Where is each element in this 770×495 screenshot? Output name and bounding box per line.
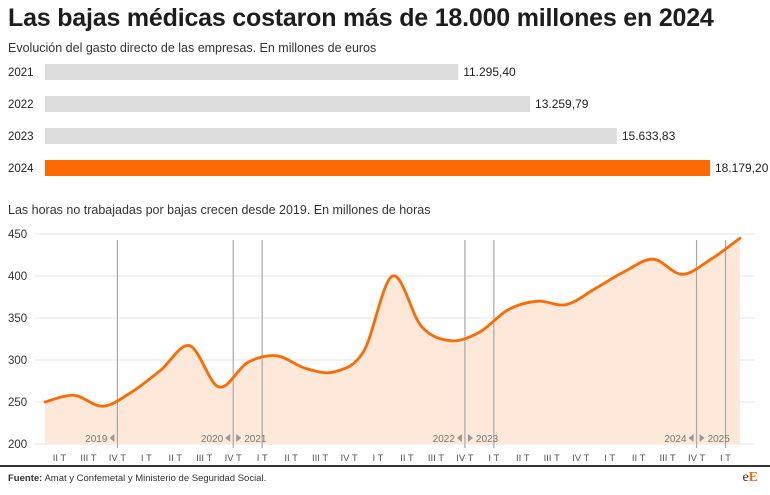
chart-title: Las bajas médicas costaron más de 18.000… bbox=[8, 4, 714, 32]
logo-letter-e: e bbox=[742, 470, 749, 485]
bar-value-label: 11.295,40 bbox=[463, 65, 516, 79]
area-chart-subtitle: Las horas no trabajadas por bajas crecen… bbox=[8, 203, 431, 217]
year-marker-arrow-right bbox=[236, 434, 242, 442]
year-marker-arrow-left bbox=[688, 434, 694, 442]
year-marker-label: 2022 bbox=[433, 434, 456, 445]
source-note: Fuente: Amat y Confemetal y Ministerio d… bbox=[8, 473, 266, 484]
x-tick-label: IV T bbox=[688, 453, 705, 464]
x-tick-label: II T bbox=[169, 453, 183, 464]
year-marker-label: 2021 bbox=[244, 434, 267, 445]
x-tick-label: III T bbox=[428, 453, 444, 464]
x-tick-label: IV T bbox=[456, 453, 473, 464]
year-marker-label: 2025 bbox=[708, 434, 731, 445]
year-marker-arrow-left bbox=[225, 434, 231, 442]
year-marker-arrow-left bbox=[109, 434, 115, 442]
x-tick-label: II T bbox=[632, 453, 646, 464]
area-fill bbox=[45, 238, 740, 444]
source-label: Fuente: bbox=[8, 473, 43, 484]
y-tick-label: 350 bbox=[8, 313, 27, 325]
year-marker-label: 2023 bbox=[476, 434, 499, 445]
bar bbox=[45, 128, 617, 144]
x-tick-label: I T bbox=[373, 453, 384, 464]
x-tick-label: I T bbox=[720, 453, 731, 464]
bar bbox=[45, 64, 459, 80]
y-tick-label: 400 bbox=[8, 271, 27, 283]
source-text: Amat y Confemetal y Ministerio de Seguri… bbox=[44, 473, 267, 484]
brand-logo: eE bbox=[742, 470, 758, 486]
bar-chart-subtitle: Evolución del gasto directo de las empre… bbox=[8, 41, 377, 55]
x-tick-label: I T bbox=[141, 453, 152, 464]
bar-category-label: 2021 bbox=[8, 67, 34, 79]
footer-divider bbox=[0, 465, 770, 467]
x-tick-label: IV T bbox=[340, 453, 357, 464]
year-marker-arrow-right bbox=[699, 434, 705, 442]
x-tick-label: II T bbox=[284, 453, 298, 464]
x-tick-label: I T bbox=[488, 453, 499, 464]
x-tick-label: II T bbox=[53, 453, 67, 464]
x-tick-label: II T bbox=[516, 453, 530, 464]
bar bbox=[45, 96, 531, 112]
x-tick-label: II T bbox=[400, 453, 414, 464]
y-tick-label: 450 bbox=[8, 229, 27, 241]
line-series bbox=[43, 236, 742, 408]
x-tick-label: IV T bbox=[572, 453, 589, 464]
area-chart: 200 250 300 350 400 450 2019 2020 2021 2022 2023 20… bbox=[8, 229, 755, 464]
year-marker-label: 2024 bbox=[664, 434, 687, 445]
y-tick-label: 250 bbox=[8, 397, 27, 409]
bar-category-label: 2024 bbox=[8, 163, 34, 175]
x-tick-label: III T bbox=[312, 453, 328, 464]
bar-highlighted bbox=[45, 160, 710, 176]
bar-chart: 2021 11.295,40 2022 13.259,79 2023 15.633,83 2… bbox=[8, 64, 769, 176]
year-marker-arrow-right bbox=[467, 434, 473, 442]
bar-category-label: 2022 bbox=[8, 99, 34, 111]
year-marker-label: 2020 bbox=[201, 434, 224, 445]
bar-value-label: 15.633,83 bbox=[622, 129, 676, 143]
y-tick-label: 300 bbox=[8, 355, 27, 367]
y-tick-label: 200 bbox=[8, 439, 27, 451]
x-tick-label: IV T bbox=[225, 453, 242, 464]
logo-letter-E: E bbox=[748, 470, 758, 485]
x-tick-label: III T bbox=[196, 453, 212, 464]
bar-category-label: 2023 bbox=[8, 131, 34, 143]
x-tick-label: III T bbox=[660, 453, 676, 464]
year-marker-label: 2019 bbox=[85, 434, 108, 445]
x-tick-label: IV T bbox=[109, 453, 126, 464]
x-tick-label: I T bbox=[257, 453, 268, 464]
x-tick-label: III T bbox=[80, 453, 96, 464]
x-tick-label: I T bbox=[604, 453, 615, 464]
bar-value-label: 18.179,20 bbox=[715, 161, 769, 175]
bar-value-label: 13.259,79 bbox=[535, 97, 589, 111]
year-marker-arrow-left bbox=[456, 434, 462, 442]
x-tick-label: III T bbox=[544, 453, 560, 464]
